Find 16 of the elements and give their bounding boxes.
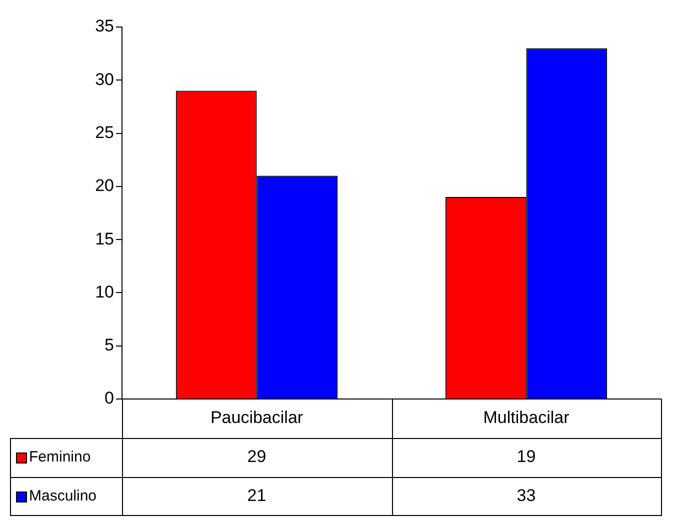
data-label: 19 xyxy=(516,447,536,466)
x-tick-label: Paucibacilar xyxy=(210,408,304,428)
data-label: 33 xyxy=(516,486,536,506)
y-tick-label: 30 xyxy=(95,70,114,89)
legend-label: Masculino xyxy=(29,488,97,505)
y-tick-label: 0 xyxy=(104,388,114,408)
y-tick-label: 10 xyxy=(95,282,114,302)
y-tick-label: 20 xyxy=(95,176,114,196)
y-tick-label: 15 xyxy=(95,229,114,248)
data-label: 29 xyxy=(247,447,266,466)
x-tick-label: Multibacilar xyxy=(483,408,570,428)
y-tick-label: 35 xyxy=(95,16,114,36)
y-tick-label: 25 xyxy=(95,122,114,142)
data-label: 21 xyxy=(247,486,266,506)
y-tick-label: 5 xyxy=(104,336,114,355)
legend-label: Feminino xyxy=(29,448,91,466)
